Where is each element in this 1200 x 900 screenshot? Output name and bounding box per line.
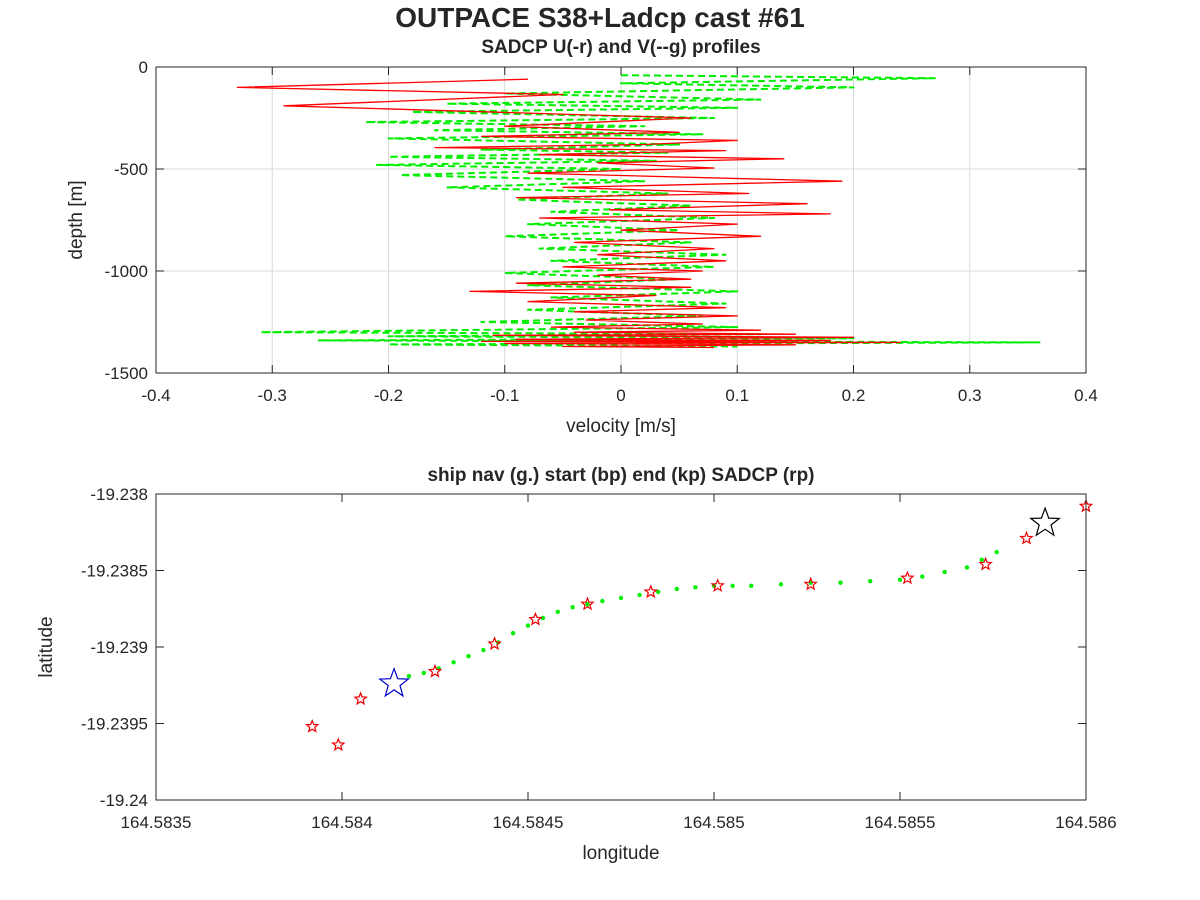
sadcp-point-star [900, 570, 915, 585]
nav-track-point [570, 605, 575, 610]
nav-track-point [979, 557, 984, 562]
nav-track-point [585, 602, 590, 607]
v-profile-line [259, 74, 1041, 348]
nav-x-tick-label: 164.5835 [121, 813, 192, 832]
nav-ticks: 164.5835 164.584 164.5845 164.585 164.5855 16… [81, 485, 1117, 832]
profile-x-tick-label: 0.1 [725, 386, 749, 405]
sadcp-point-star [1019, 530, 1034, 545]
profile-y-tick-label: -1000 [105, 262, 148, 281]
nav-y-tick-label: -19.2385 [81, 562, 148, 581]
u-profile-line [236, 78, 901, 349]
nav-track-point [637, 592, 642, 598]
profile-x-axis-label: velocity [m/s] [566, 416, 676, 437]
nav-data [304, 498, 1094, 752]
nav-track-point [942, 569, 947, 575]
nav-track-point [656, 589, 661, 595]
nav-x-tick-label: 164.584 [311, 813, 372, 832]
nav-track-point [618, 595, 624, 601]
profile-x-tick-label: -0.3 [258, 386, 287, 405]
sadcp-point-star [803, 576, 818, 591]
nav-track-point [897, 577, 903, 582]
nav-x-tick-label: 164.5845 [493, 813, 564, 832]
nav-y-tick-label: -19.24 [100, 791, 148, 810]
profile-y-tick-label: -1500 [105, 364, 148, 383]
nav-y-tick-label: -19.2395 [81, 715, 148, 734]
profile-x-tick-label: -0.2 [374, 386, 403, 405]
sadcp-point-star [580, 596, 595, 611]
sadcp-point-star [978, 556, 993, 571]
nav-track-point [525, 623, 531, 628]
nav-plot: 164.5835 164.584 164.5845 164.585 164.5855 16… [36, 465, 1117, 864]
profile-x-tick-label: 0.2 [842, 386, 866, 405]
start-position-star [378, 666, 410, 698]
nav-track-point [481, 647, 486, 653]
sadcp-point-star [643, 584, 659, 599]
sadcp-point-star [304, 718, 320, 733]
sadcp-point-star [528, 611, 543, 626]
sadcp-point-star [331, 737, 346, 752]
profile-y-axis-label: depth [m] [66, 180, 87, 259]
nav-x-tick-label: 164.585 [683, 813, 744, 832]
profile-plot: -0.4 -0.3 -0.2 -0.1 0 0.1 0.2 0.3 0.4 0 -500 -1000 -… [66, 37, 1098, 437]
nav-track-point [994, 549, 999, 555]
nav-x-tick-label: 164.5855 [865, 813, 936, 832]
nav-track-point [693, 585, 698, 590]
figure-title: OUTPACE S38+Ladcp cast #61 [395, 2, 805, 33]
nav-track-point [406, 673, 412, 679]
profile-x-tick-label: 0 [616, 386, 625, 405]
profile-x-tick-label: -0.4 [141, 386, 170, 405]
nav-track-point [451, 660, 456, 665]
nav-track-point [421, 670, 426, 676]
sadcp-point-star [487, 636, 502, 651]
profile-data [236, 74, 1041, 349]
nav-plot-title: ship nav (g.) start (bp) end (kp) SADCP … [427, 465, 814, 486]
profile-x-tick-label: -0.1 [490, 386, 519, 405]
nav-track-point [466, 654, 471, 659]
nav-track-point [778, 582, 784, 587]
nav-track-point [868, 579, 873, 584]
nav-x-tick-label: 164.586 [1055, 813, 1116, 832]
nav-plot-area [156, 494, 1086, 800]
nav-track-point [730, 583, 735, 588]
profile-plot-title: SADCP U(-r) and V(--g) profiles [481, 37, 760, 58]
profile-x-tick-label: 0.4 [1074, 386, 1098, 405]
nav-track-point [540, 615, 546, 621]
profile-x-tick-label: 0.3 [958, 386, 982, 405]
nav-y-axis-label: latitude [36, 616, 57, 677]
profile-y-tick-label: -500 [114, 160, 148, 179]
nav-x-axis-label: longitude [582, 843, 659, 864]
sadcp-point-star [353, 691, 368, 706]
nav-track-point [838, 580, 843, 585]
sadcp-point-star [427, 663, 443, 678]
end-position-star [1029, 506, 1061, 537]
nav-track-point [964, 565, 970, 570]
nav-track-point [555, 609, 560, 614]
nav-track-point [674, 586, 679, 592]
profile-y-tick-label: 0 [139, 58, 148, 77]
nav-y-tick-label: -19.239 [90, 638, 148, 657]
nav-track-point [510, 631, 516, 636]
nav-y-tick-label: -19.238 [90, 485, 148, 504]
nav-track-point [920, 574, 925, 579]
sadcp-point-star [710, 578, 725, 593]
nav-track-point [749, 583, 754, 588]
profile-ticks: -0.4 -0.3 -0.2 -0.1 0 0.1 0.2 0.3 0.4 0 -500 -1000 -… [105, 58, 1098, 405]
nav-track-point [600, 598, 605, 604]
